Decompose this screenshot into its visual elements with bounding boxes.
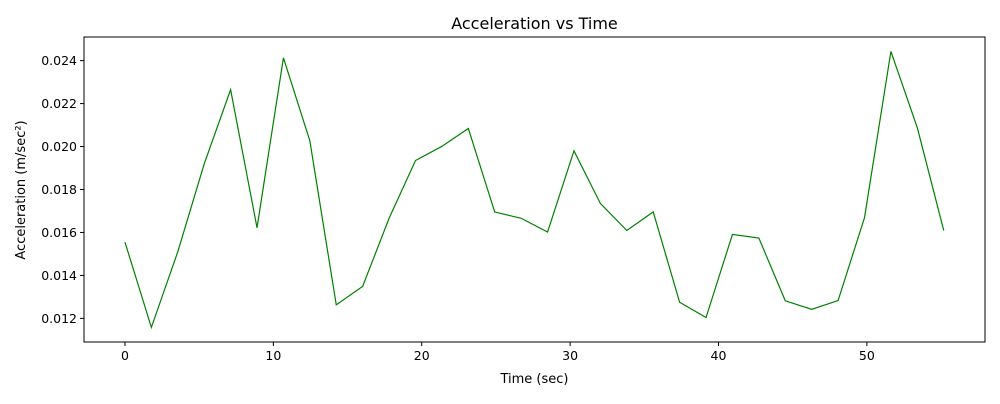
chart-title: Acceleration vs Time bbox=[451, 14, 618, 33]
y-tick-label: 0.012 bbox=[41, 311, 77, 326]
series-line-0 bbox=[124, 51, 945, 330]
x-tick-label: 10 bbox=[265, 348, 281, 363]
x-tick-label: 40 bbox=[711, 348, 727, 363]
y-tick-label: 0.016 bbox=[41, 225, 77, 240]
x-tick-label: 50 bbox=[859, 348, 875, 363]
y-tick-label: 0.018 bbox=[41, 182, 77, 197]
x-tick-label: 0 bbox=[121, 348, 129, 363]
plot-frame bbox=[83, 36, 986, 343]
y-axis-label: Acceleration (m/sec²) bbox=[14, 120, 29, 259]
plot-area: 0 10 20 30 40 50 0.012 0.014 0.016 0.018 0.020 0.02… bbox=[41, 36, 986, 363]
x-tick-label: 30 bbox=[562, 348, 578, 363]
x-axis-label: Time (sec) bbox=[499, 372, 568, 387]
y-tick-label: 0.024 bbox=[41, 53, 77, 68]
y-tick-label: 0.014 bbox=[41, 268, 77, 283]
x-tick-label: 20 bbox=[414, 348, 430, 363]
y-tick-label: 0.020 bbox=[41, 139, 77, 154]
y-tick-label: 0.022 bbox=[41, 96, 77, 111]
